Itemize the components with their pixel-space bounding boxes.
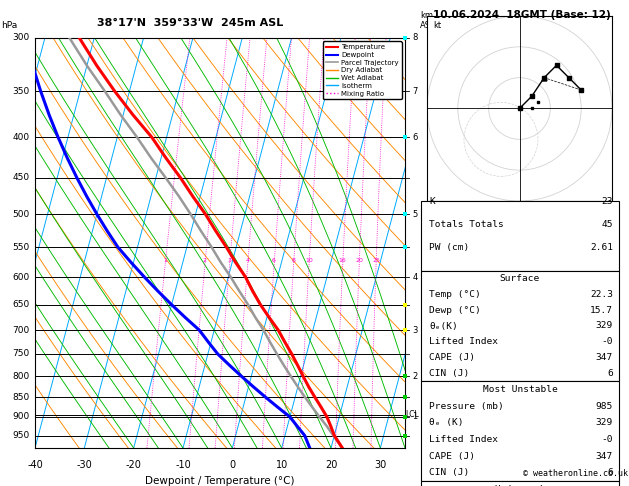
Text: 350: 350 [12,87,30,96]
Text: © weatheronline.co.uk: © weatheronline.co.uk [523,469,628,478]
Text: 600: 600 [12,273,30,281]
Text: 2.61: 2.61 [590,243,613,252]
Text: Hodograph: Hodograph [494,485,546,486]
Text: Dewp (°C): Dewp (°C) [429,306,481,315]
Text: 25: 25 [372,258,380,263]
Text: 2: 2 [413,372,418,381]
Text: θₑ(K): θₑ(K) [429,322,458,330]
Text: 8: 8 [292,258,296,263]
Text: Lifted Index: Lifted Index [429,435,498,444]
Text: 329: 329 [596,418,613,427]
Text: 329: 329 [596,322,613,330]
Text: 10: 10 [305,258,313,263]
Text: 6: 6 [608,468,613,477]
Text: 1: 1 [413,413,418,421]
Text: -0: -0 [601,435,613,444]
Text: Lifted Index: Lifted Index [429,337,498,346]
Text: -20: -20 [126,460,142,470]
Text: 450: 450 [13,174,30,182]
Text: 20: 20 [355,258,363,263]
Text: 20: 20 [325,460,337,470]
Text: 2: 2 [203,258,207,263]
Text: 38°17'N  359°33'W  245m ASL: 38°17'N 359°33'W 245m ASL [97,18,284,28]
Text: -40: -40 [27,460,43,470]
Text: 4: 4 [245,258,250,263]
Text: 7: 7 [413,87,418,96]
Text: 8: 8 [413,34,418,42]
FancyBboxPatch shape [421,201,619,271]
Text: 900: 900 [12,413,30,421]
Text: 6: 6 [413,133,418,142]
Text: 3: 3 [228,258,231,263]
Text: Pressure (mb): Pressure (mb) [429,401,504,411]
Text: 45: 45 [601,220,613,229]
Text: 650: 650 [12,300,30,309]
Text: Surface: Surface [500,275,540,283]
Text: 700: 700 [12,326,30,335]
Text: 6: 6 [272,258,276,263]
Text: PW (cm): PW (cm) [429,243,469,252]
Text: LCL: LCL [405,411,419,419]
Text: 16: 16 [339,258,347,263]
Text: K: K [429,196,435,206]
Text: 10.06.2024  18GMT (Base: 12): 10.06.2024 18GMT (Base: 12) [433,10,611,20]
Text: 347: 347 [596,451,613,461]
Text: km
ASL: km ASL [420,11,435,30]
Text: Mixing Ratio (g/kg): Mixing Ratio (g/kg) [441,203,450,283]
Text: 500: 500 [12,209,30,219]
Text: 6: 6 [608,369,613,378]
Text: 4: 4 [413,273,418,281]
Text: 750: 750 [12,349,30,359]
Text: 5: 5 [413,209,418,219]
Text: Temp (°C): Temp (°C) [429,290,481,299]
Text: 850: 850 [12,393,30,401]
Text: hPa: hPa [1,21,17,30]
Text: kt: kt [433,21,442,30]
Text: CAPE (J): CAPE (J) [429,353,475,362]
Text: -10: -10 [175,460,191,470]
FancyBboxPatch shape [421,271,619,381]
Text: CAPE (J): CAPE (J) [429,451,475,461]
Text: 347: 347 [596,353,613,362]
Text: 23: 23 [601,196,613,206]
Text: 1: 1 [163,258,167,263]
Text: CIN (J): CIN (J) [429,468,469,477]
Legend: Temperature, Dewpoint, Parcel Trajectory, Dry Adiabat, Wet Adiabat, Isotherm, Mi: Temperature, Dewpoint, Parcel Trajectory… [323,41,401,100]
Text: 0: 0 [230,460,235,470]
Text: 22.3: 22.3 [590,290,613,299]
Text: 10: 10 [276,460,288,470]
Text: 300: 300 [12,34,30,42]
Text: 15.7: 15.7 [590,306,613,315]
Text: 800: 800 [12,372,30,381]
Text: Most Unstable: Most Unstable [482,385,557,394]
Text: CIN (J): CIN (J) [429,369,469,378]
Text: -30: -30 [77,460,92,470]
Text: 950: 950 [12,431,30,440]
Text: 550: 550 [12,243,30,252]
Text: 400: 400 [13,133,30,142]
FancyBboxPatch shape [421,381,619,481]
FancyBboxPatch shape [421,481,619,486]
Text: 3: 3 [413,326,418,335]
Text: Dewpoint / Temperature (°C): Dewpoint / Temperature (°C) [145,476,295,486]
Text: Totals Totals: Totals Totals [429,220,504,229]
Text: -0: -0 [601,337,613,346]
Text: 985: 985 [596,401,613,411]
Text: 30: 30 [374,460,386,470]
Text: θₑ (K): θₑ (K) [429,418,464,427]
